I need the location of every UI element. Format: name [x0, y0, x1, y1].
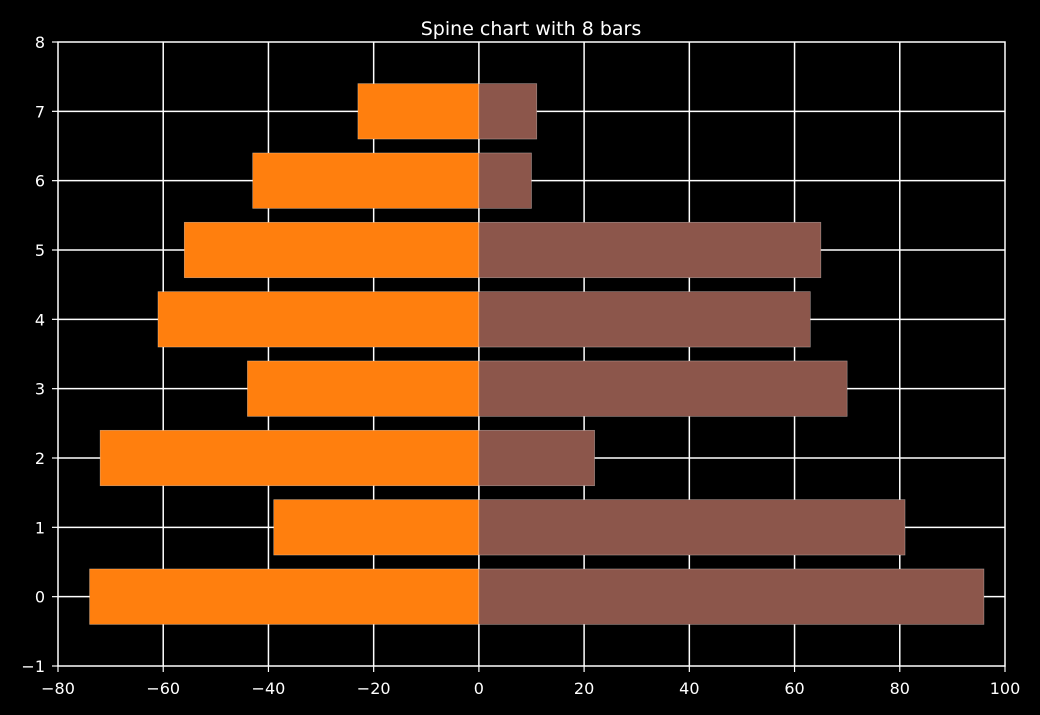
x-tick-label: 40 — [679, 679, 699, 698]
y-tick-label: 0 — [35, 588, 45, 607]
x-tick-label: −80 — [41, 679, 75, 698]
y-tick-label: −1 — [21, 657, 45, 676]
right-bar-6 — [478, 152, 532, 209]
x-tick-label: 60 — [784, 679, 804, 698]
x-tick-label: 0 — [474, 679, 484, 698]
bars — [89, 83, 985, 625]
left-bar-5 — [183, 221, 480, 279]
y-tick-label: 7 — [35, 102, 45, 121]
left-bar-6 — [252, 152, 480, 209]
right-bar-0 — [478, 568, 985, 625]
plot-background — [58, 42, 1005, 666]
left-bar-3 — [247, 360, 480, 417]
y-tick-label: 4 — [35, 310, 45, 329]
y-tick-label: 1 — [35, 518, 45, 537]
left-bar-2 — [99, 429, 480, 487]
left-bar-1 — [273, 499, 480, 556]
x-tick-label: −20 — [357, 679, 391, 698]
left-bar-7 — [357, 83, 480, 140]
right-bar-1 — [478, 499, 906, 556]
right-bar-7 — [478, 83, 538, 140]
right-bar-2 — [478, 429, 595, 487]
y-tick-label: 8 — [35, 33, 45, 52]
x-tick-label: 100 — [990, 679, 1021, 698]
chart-title: Spine chart with 8 bars — [421, 18, 642, 40]
x-tick-label: −60 — [146, 679, 180, 698]
x-tick-label: 20 — [574, 679, 594, 698]
right-bar-5 — [478, 221, 822, 279]
plot-frame — [57, 41, 1006, 667]
right-bar-4 — [478, 291, 811, 348]
x-tick-label: −40 — [252, 679, 286, 698]
y-tick-label: 5 — [35, 241, 45, 260]
x-axis: −80 −60 −40 −20 0 20 40 60 80 100 — [41, 666, 1020, 698]
left-bar-0 — [89, 568, 480, 625]
y-tick-label: 3 — [35, 380, 45, 399]
x-tick-label: 80 — [890, 679, 910, 698]
right-bar-3 — [478, 360, 848, 417]
left-bar-4 — [157, 291, 480, 348]
y-tick-label: 2 — [35, 449, 45, 468]
y-axis: −1 0 1 2 3 4 5 6 7 8 — [21, 33, 58, 676]
y-tick-label: 6 — [35, 172, 45, 191]
